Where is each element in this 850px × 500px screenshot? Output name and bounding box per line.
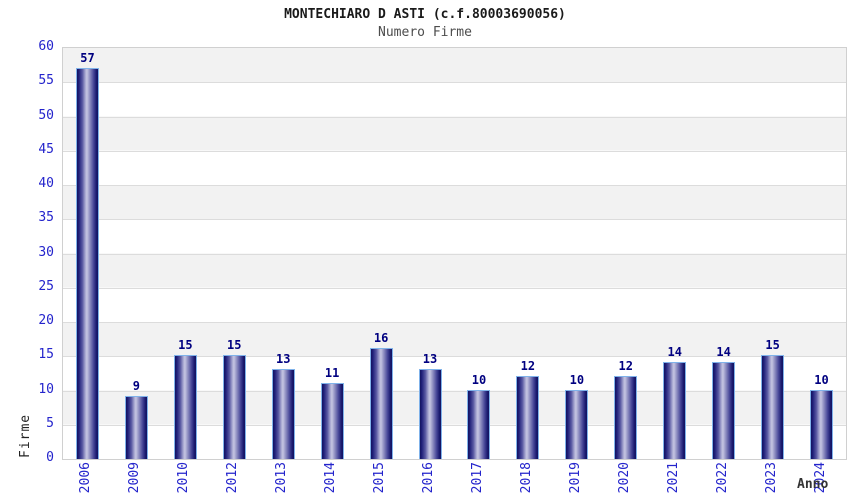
bar-value-label: 15 bbox=[227, 338, 242, 353]
gridline bbox=[63, 424, 846, 426]
x-axis-title: Anno bbox=[797, 477, 829, 492]
gridline bbox=[63, 185, 846, 186]
x-tick-label: 2019 bbox=[567, 462, 583, 494]
bar-value-label: 14 bbox=[716, 345, 731, 360]
bar-2009 bbox=[124, 396, 148, 459]
gridline bbox=[63, 356, 846, 358]
y-tick-label: 15 bbox=[38, 347, 54, 363]
y-tick-label: 60 bbox=[38, 39, 54, 54]
bar-value-label: 12 bbox=[520, 358, 536, 373]
bar-2022 bbox=[712, 362, 736, 459]
y-tick-label: 45 bbox=[38, 141, 54, 157]
bar-value-label: 14 bbox=[667, 345, 682, 360]
bar-value-label: 57 bbox=[80, 50, 95, 65]
x-tick-label: 2017 bbox=[469, 462, 485, 494]
y-tick-label: 55 bbox=[38, 73, 54, 89]
bar-value-label: 16 bbox=[373, 331, 389, 346]
x-tick-label: 2021 bbox=[665, 462, 681, 494]
x-tick-label: 2006 bbox=[78, 462, 94, 494]
gridline bbox=[63, 150, 846, 152]
bar-value-label: 12 bbox=[618, 358, 633, 373]
y-tick-label: 50 bbox=[38, 107, 54, 123]
bar-value-label: 11 bbox=[324, 365, 340, 380]
y-tick-label: 35 bbox=[38, 210, 54, 226]
y-tick-label: 10 bbox=[38, 381, 54, 397]
bar-value-label: 10 bbox=[814, 372, 829, 387]
bar-2023 bbox=[761, 355, 785, 459]
bar-value-label: 15 bbox=[765, 338, 780, 353]
y-tick-label: 0 bbox=[46, 450, 54, 465]
bar-2019 bbox=[565, 389, 589, 459]
gridline bbox=[63, 116, 846, 118]
plot-area: 57 9 15 15 13 11 16 13 10 12 10 12 14 14 15 10 bbox=[62, 47, 847, 460]
x-tick-label: 2014 bbox=[323, 462, 339, 494]
x-tick-label: 2016 bbox=[421, 462, 437, 494]
bar-2006 bbox=[75, 67, 99, 459]
x-tick-label: 2012 bbox=[225, 462, 241, 494]
x-tick-label: 2018 bbox=[518, 462, 534, 494]
bar-2017 bbox=[467, 389, 491, 459]
y-tick-label: 40 bbox=[38, 176, 54, 191]
bar-2010 bbox=[173, 355, 197, 459]
y-tick-label: 5 bbox=[46, 415, 54, 431]
bar-2013 bbox=[271, 368, 295, 459]
bar-2024 bbox=[810, 389, 834, 459]
gridline bbox=[63, 287, 846, 289]
y-tick-label: 25 bbox=[38, 278, 54, 294]
x-tick-label: 2022 bbox=[714, 462, 730, 494]
bar-2018 bbox=[516, 375, 540, 459]
y-tick-label: 20 bbox=[38, 313, 54, 328]
x-tick-label: 2020 bbox=[616, 462, 632, 494]
x-tick-label: 2015 bbox=[372, 462, 388, 494]
bar-2012 bbox=[222, 355, 246, 459]
chart-title: MONTECHIARO D ASTI (c.f.80003690056) bbox=[284, 7, 566, 22]
bar-2021 bbox=[663, 362, 687, 459]
gridline bbox=[63, 219, 846, 221]
bar-2014 bbox=[320, 382, 344, 459]
gridline bbox=[63, 390, 846, 392]
bar-value-label: 13 bbox=[422, 351, 438, 366]
bar-2020 bbox=[614, 375, 638, 459]
gridline bbox=[63, 322, 846, 323]
y-tick-label: 30 bbox=[38, 244, 54, 260]
x-tick-label: 2010 bbox=[176, 462, 192, 494]
bar-2015 bbox=[369, 348, 393, 459]
bar-value-label: 9 bbox=[132, 379, 141, 394]
gridline bbox=[63, 82, 846, 84]
x-tick-label: 2013 bbox=[274, 462, 290, 494]
bar-value-label: 10 bbox=[569, 372, 585, 387]
bar-value-label: 10 bbox=[471, 372, 487, 387]
x-tick-label: 2023 bbox=[763, 462, 779, 494]
chart-subtitle: Numero Firme bbox=[378, 25, 472, 40]
bar-value-label: 13 bbox=[275, 351, 291, 366]
gridline bbox=[63, 253, 846, 255]
bar-2016 bbox=[418, 368, 442, 459]
bar-value-label: 15 bbox=[178, 338, 193, 353]
x-tick-label: 2009 bbox=[127, 462, 143, 494]
